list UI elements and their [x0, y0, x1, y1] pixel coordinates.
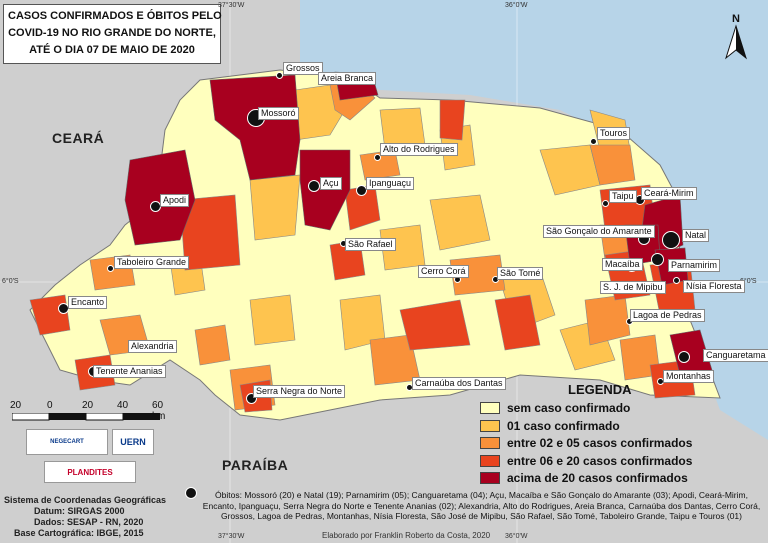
legend-item-seis-vinte: entre 06 e 20 casos confirmados: [480, 454, 692, 468]
coord-left-lat: 6°0'S: [2, 278, 19, 285]
city-label-tenente-ananias: Tenente Ananias: [93, 365, 166, 378]
legend-label: sem caso confirmado: [507, 401, 631, 415]
info-base-cartografica: Base Cartográfica: IBGE, 2015: [14, 528, 144, 538]
logo-uern: UERN: [112, 429, 154, 455]
north-arrow-icon: N: [725, 13, 747, 60]
scale-label: 0: [47, 400, 53, 411]
city-label-macaiba: Macaíba: [602, 258, 643, 271]
city-label-sao-goncalo: São Gonçalo do Amarante: [543, 225, 655, 238]
state-label-paraiba: PARAÍBA: [222, 457, 289, 473]
legend-label: entre 02 e 05 casos confirmados: [507, 436, 693, 450]
legend-swatch: [480, 437, 500, 449]
scale-label: 20: [82, 400, 94, 411]
city-label-taboleiro-grande: Taboleiro Grande: [114, 256, 190, 269]
death-dot-taipu: [602, 200, 609, 207]
death-dot-ipanguacu: [356, 185, 367, 196]
logo-plandites: PLANDITES: [44, 461, 136, 483]
legend-title: LEGENDA: [568, 382, 632, 397]
map-title-line-1: CASOS CONFIRMADOS E ÓBITOS PELO: [8, 10, 222, 22]
legend-swatch: [480, 420, 500, 432]
credit-text: Elaborado por Franklin Roberto da Costa,…: [322, 531, 491, 540]
city-label-alexandria: Alexandria: [128, 340, 177, 353]
city-label-cerro-cora: Cerro Corá: [418, 265, 469, 278]
map-title-line-2: COVID-19 NO RIO GRANDE DO NORTE,: [8, 27, 216, 39]
coord-top-left: 37°30'W: [218, 2, 245, 9]
death-dot-parnamirim: [651, 253, 664, 266]
death-dot-grossos: [276, 72, 283, 79]
city-label-acu: Açu: [320, 177, 342, 190]
city-label-sao-tome: São Tomé: [497, 267, 544, 280]
city-label-sao-rafael: São Rafael: [345, 238, 396, 251]
map-title-box: CASOS CONFIRMADOS E ÓBITOS PELO COVID-19…: [3, 4, 222, 64]
city-label-mossoro: Mossoró: [258, 107, 299, 120]
death-dot-taboleiro: [107, 265, 114, 272]
death-dot-alto-rodrigues: [374, 154, 381, 161]
city-label-alto-rodrigues: Alto do Rodrigues: [380, 143, 458, 156]
city-label-ipanguacu: Ipanguaçu: [366, 177, 415, 190]
city-label-areia-branca: Areia Branca: [318, 72, 377, 85]
death-dot-serra-negra: [246, 393, 257, 404]
death-dot-nisia-floresta: [673, 277, 680, 284]
death-dot-acu: [308, 180, 320, 192]
city-label-taipu: Taipu: [609, 190, 637, 203]
state-label-ceara: CEARÁ: [52, 130, 105, 146]
coord-bottom-right: 36°0'W: [505, 533, 528, 540]
legend-item-sem-caso: sem caso confirmado: [480, 401, 630, 415]
legend-swatch: [480, 472, 500, 484]
death-dot-touros: [590, 138, 597, 145]
legend-label: entre 06 e 20 casos confirmados: [507, 454, 693, 468]
logo-plandites-text: PLANDITES: [67, 467, 113, 477]
info-coord-system: Sistema de Coordenadas Geográficas: [4, 495, 167, 505]
north-label: N: [732, 13, 740, 25]
city-label-natal: Natal: [682, 229, 710, 242]
coord-bottom-left: 37°30'W: [218, 533, 245, 540]
logo-negecart: NEGECART: [26, 429, 108, 455]
scale-bar-graphic: [12, 413, 160, 421]
obitos-text: Óbitos: Mossoró (20) e Natal (19); Parna…: [202, 490, 761, 521]
city-label-carnauba: Carnaúba dos Dantas: [412, 377, 506, 390]
obitos-dot-icon: [185, 487, 197, 499]
legend-swatch: [480, 455, 500, 467]
legend-item-acima-vinte: acima de 20 casos confirmados: [480, 471, 688, 485]
city-label-lagoa-pedras: Lagoa de Pedras: [630, 309, 705, 322]
logo-negecart-text: NEGECART: [50, 439, 84, 445]
legend-label: 01 caso confirmado: [507, 419, 620, 433]
coord-top-right: 36°0'W: [505, 2, 528, 9]
map-title-line-3: ATÉ O DIA 07 DE MAIO DE 2020: [29, 44, 195, 56]
city-label-ceara-mirim: Ceará-Mirim: [641, 187, 697, 200]
logo-uern-text: UERN: [120, 437, 146, 447]
city-label-montanhas: Montanhas: [663, 370, 714, 383]
sea: [300, 0, 768, 440]
coord-right-lat: 6°0'S: [740, 278, 757, 285]
city-label-touros: Touros: [597, 127, 631, 140]
info-data-source: Dados: SESAP - RN, 2020: [34, 517, 144, 527]
legend-swatch: [480, 402, 500, 414]
city-label-serra-negra: Serra Negra do Norte: [253, 385, 346, 398]
city-label-parnamirim: Parnamirim: [668, 259, 721, 272]
city-label-apodi: Apodi: [160, 194, 190, 207]
death-dot-natal: [662, 231, 680, 249]
legend-label: acima de 20 casos confirmados: [507, 471, 688, 485]
city-label-nisia-floresta: Nísia Floresta: [683, 280, 745, 293]
city-label-encanto: Encanto: [68, 296, 108, 309]
city-label-grossos: Grossos: [283, 62, 323, 75]
scale-label: 20: [10, 400, 22, 411]
scale-label: 40: [117, 400, 129, 411]
city-label-sj-mipibu: S. J. de Mipibu: [600, 281, 666, 294]
city-label-canguaretama: Canguaretama: [703, 349, 768, 362]
info-datum: Datum: SIRGAS 2000: [34, 506, 125, 516]
legend-item-um-caso: 01 caso confirmado: [480, 419, 620, 433]
death-dot-canguaretama: [678, 351, 690, 363]
legend-item-dois-cinco: entre 02 e 05 casos confirmados: [480, 436, 692, 450]
